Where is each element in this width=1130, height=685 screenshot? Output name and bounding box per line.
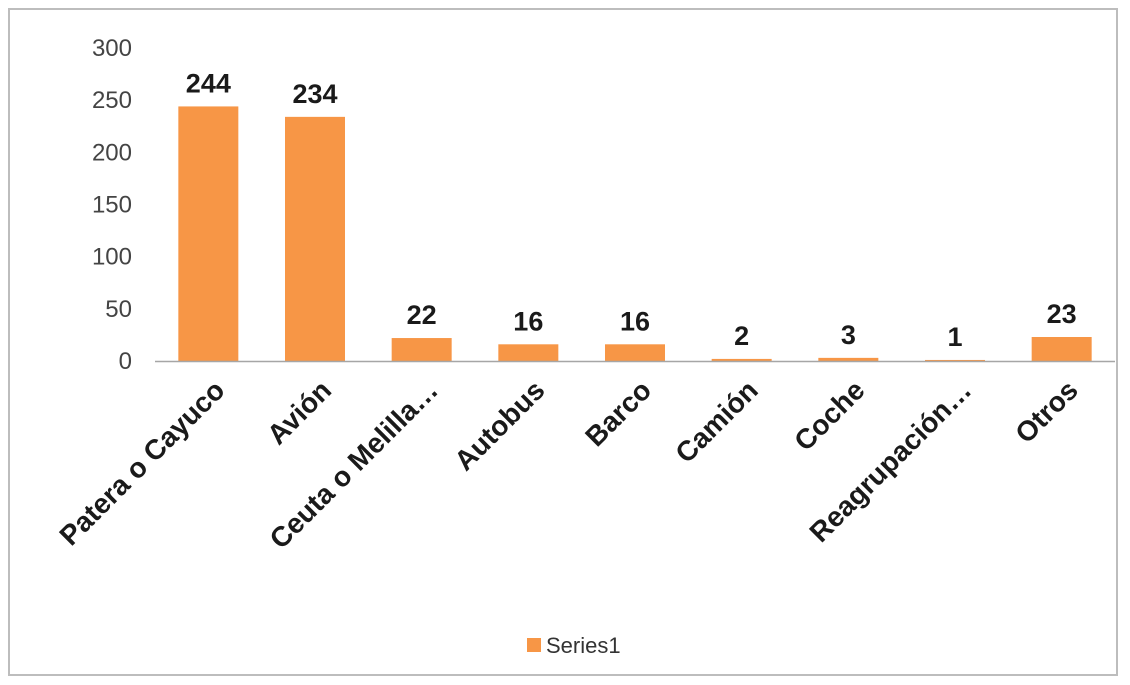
bar [178, 106, 239, 361]
x-category-label: Avión [261, 374, 337, 450]
y-tick-label: 200 [92, 139, 132, 166]
y-axis-ticks: 0 50 100 150 200 250 300 [92, 35, 132, 375]
bars [178, 106, 1092, 361]
y-tick-label: 250 [92, 87, 132, 114]
data-label: 2 [734, 321, 749, 351]
x-category-label: Otros [1009, 374, 1084, 449]
data-label: 23 [1047, 299, 1077, 329]
bar [498, 344, 559, 361]
data-label: 22 [407, 300, 437, 330]
data-label: 234 [292, 79, 337, 109]
y-tick-label: 100 [92, 244, 132, 271]
x-category-label: Autobus [448, 374, 550, 476]
bar [711, 358, 772, 361]
legend: Series1 [527, 633, 621, 658]
x-category-label: Patera o Cayuco [54, 374, 231, 551]
bar [605, 344, 665, 361]
data-label: 3 [841, 320, 856, 350]
x-category-label: Camión [669, 374, 764, 469]
y-tick-label: 0 [119, 348, 132, 375]
data-label: 1 [947, 322, 962, 352]
bar [818, 357, 879, 361]
bar [285, 116, 345, 361]
legend-swatch [527, 638, 541, 652]
y-tick-label: 300 [92, 35, 132, 62]
y-tick-label: 50 [105, 296, 132, 323]
data-label: 244 [186, 68, 231, 98]
data-label: 16 [513, 306, 543, 336]
bar [391, 338, 452, 361]
x-category-label: Coche [788, 374, 870, 456]
bar [925, 359, 985, 361]
legend-label: Series1 [546, 633, 621, 658]
data-label: 16 [620, 306, 650, 336]
x-category-label: Barco [579, 374, 657, 452]
bar [1031, 337, 1092, 361]
y-tick-label: 150 [92, 192, 132, 219]
